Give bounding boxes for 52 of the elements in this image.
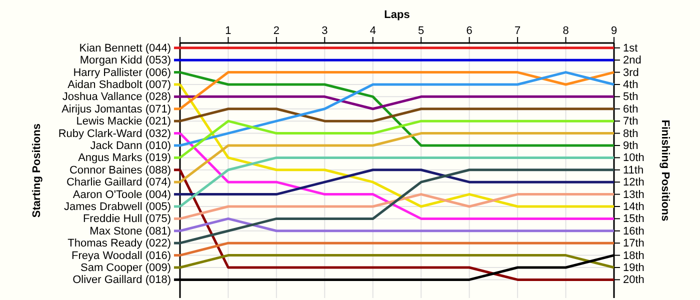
y-tick-label: 6th — [623, 103, 638, 116]
y-tick-label: 5th — [623, 91, 638, 104]
y-tick-label: 7th — [623, 116, 638, 128]
y-tick-label: 16th — [623, 225, 644, 238]
text: Starting Positions — [31, 123, 43, 218]
y-tick-label: 13th — [623, 188, 644, 201]
x-tick-label: 8 — [562, 25, 569, 37]
y-tick-label: 10th — [623, 152, 644, 164]
x-tick-label: 4 — [370, 25, 376, 37]
legend-label: Kian Bennett (044) — [79, 42, 171, 54]
legend-label: Freddie Hull (075) — [82, 213, 171, 226]
legend-label: Oliver Gaillard (018) — [72, 274, 171, 286]
legend-label: Aaron O'Toole (004) — [72, 188, 171, 201]
legend-label: James Drabwell (005) — [64, 201, 171, 214]
y-tick-label: 19th — [623, 262, 644, 274]
legend-label: Connor Baines (088) — [69, 164, 171, 176]
legend-label: Morgan Kidd (053) — [80, 54, 171, 67]
legend-label: Sam Cooper (009) — [80, 262, 171, 274]
legend-label: Ruby Clark-Ward (032) — [58, 128, 171, 140]
legend-label: Joshua Vallance (028) — [62, 91, 171, 104]
y-tick-label: 3rd — [623, 66, 639, 79]
y-tick-label: 17th — [623, 238, 644, 250]
legend-label: Lewis Mackie (021) — [76, 116, 171, 128]
legend-label: Max Stone (081) — [90, 225, 171, 238]
y-tick-label: 15th — [623, 213, 644, 226]
legend-label: Thomas Ready (022) — [68, 238, 171, 250]
legend-label: Freya Woodall (016) — [72, 250, 171, 262]
y-tick-label: 9th — [623, 140, 638, 152]
legend-label: Harry Pallister (006) — [73, 66, 171, 79]
legend-label: Aidan Shadbolt (007) — [68, 79, 171, 92]
x-axis-title: Laps — [384, 9, 410, 21]
x-tick-label: 2 — [273, 25, 280, 37]
y-tick-label: 8th — [623, 128, 638, 140]
y-tick-label: 12th — [623, 176, 644, 189]
y-tick-label: 14th — [623, 201, 644, 214]
y-tick-label: 4th — [623, 79, 638, 92]
x-tick-label: 5 — [418, 25, 424, 37]
legend-label: Angus Marks (019) — [78, 152, 171, 164]
y-tick-label: 2nd — [623, 54, 642, 67]
y-tick-label: 20th — [623, 274, 644, 286]
legend-label: Airijus Jomantas (071) — [62, 103, 171, 116]
x-tick-label: 9 — [610, 25, 618, 37]
x-tick-label: 7 — [514, 25, 521, 37]
y-tick-label: 1st — [623, 42, 638, 54]
y-tick-label: 18th — [623, 250, 644, 262]
x-tick-label: 1 — [225, 25, 232, 37]
y-tick-label: 11th — [623, 164, 644, 176]
y-axis-title: Finishing Positions — [659, 120, 671, 222]
x-tick-label: 3 — [322, 25, 328, 37]
legend-label: Charlie Gaillard (074) — [66, 176, 171, 189]
x-tick-label: 6 — [466, 25, 472, 37]
legend-label: Jack Dann (010) — [90, 140, 171, 152]
